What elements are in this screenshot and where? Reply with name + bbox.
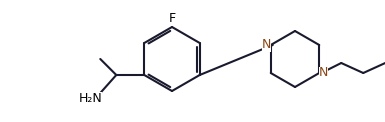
Text: N: N <box>318 66 328 80</box>
Text: N: N <box>262 39 271 51</box>
Text: F: F <box>169 11 176 25</box>
Text: H₂N: H₂N <box>79 92 102 105</box>
